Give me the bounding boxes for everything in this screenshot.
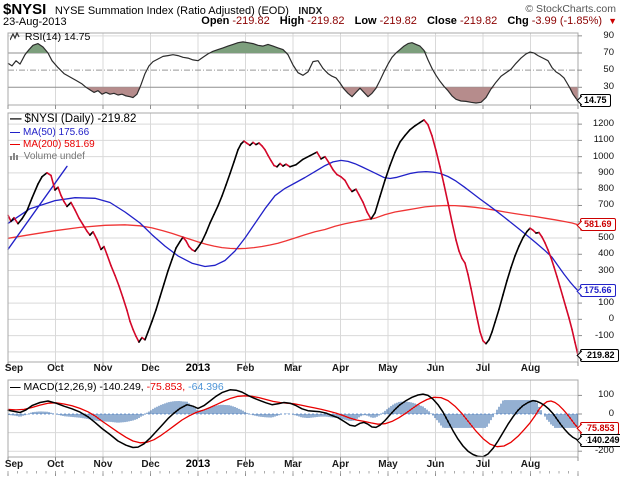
month-label: Mar <box>284 363 302 374</box>
price-legend-label: $NYSI (Daily) -219.82 <box>24 113 137 125</box>
macd-swatch: — <box>10 381 21 393</box>
month-label: Feb <box>236 459 255 470</box>
chart-title: NYSE Summation Index (Ratio Adjusted) (E… <box>54 5 289 17</box>
exchange-label: INDX <box>298 6 323 17</box>
ma200-legend: — MA(200) 581.69 <box>10 139 95 150</box>
month-label: Dec <box>141 459 160 470</box>
main-axis-label: 400 <box>598 248 614 260</box>
main-axis-label: 300 <box>598 264 614 276</box>
open-value: -219.82 <box>232 15 270 27</box>
main-axis-label: 1200 <box>592 118 614 130</box>
month-label: Oct <box>47 459 64 470</box>
month-label: Apr <box>331 363 350 374</box>
ma50-badge: 175.66 <box>580 284 616 298</box>
main-axis-label: 1100 <box>593 134 614 146</box>
rsi-legend: RSI(14) 14.75 <box>9 31 91 44</box>
volume-legend: Volume undef <box>10 151 85 163</box>
rsi-axis-label: 90 <box>603 29 614 41</box>
macd-signal-value: -75.853, <box>146 381 186 393</box>
close-badge: -219.82 <box>580 348 619 362</box>
low-value: -219.82 <box>379 15 417 27</box>
month-label: Aug <box>520 363 541 374</box>
ma200-badge: 581.69 <box>580 218 616 232</box>
symbol: $NYSI <box>3 1 47 18</box>
main-axis-label: 1000 <box>592 150 614 162</box>
high-value: -219.82 <box>307 15 345 27</box>
month-label: Oct <box>47 363 64 374</box>
close-label: Close <box>426 15 457 27</box>
month-label: May <box>378 363 398 374</box>
ma200-swatch: — <box>10 139 20 150</box>
price-swatch: — <box>10 113 22 125</box>
month-label: May <box>378 459 398 470</box>
month-label: 2013 <box>185 362 211 374</box>
month-label: Sep <box>4 459 24 470</box>
copyright: © StockCharts.com <box>525 3 616 15</box>
rsi-legend-label: RSI(14) 14.75 <box>24 31 91 43</box>
quote-bar: Open -219.82 High -219.82 Low -219.82 Close… <box>194 15 617 27</box>
macd-histogram-value: -64.396 <box>188 381 224 393</box>
open-label: Open <box>201 15 230 27</box>
main-axis-label: 100 <box>598 297 614 309</box>
month-label: 2013 <box>185 458 211 470</box>
rsi-axis-label: 50 <box>603 64 614 76</box>
month-label: Dec <box>141 363 160 374</box>
main-axis-label: 700 <box>598 199 614 211</box>
month-label: Nov <box>93 363 113 374</box>
macd-axis-label: 100 <box>598 389 614 401</box>
ma50-legend: — MA(50) 175.66 <box>10 127 89 138</box>
main-axis-label: 800 <box>598 183 614 195</box>
main-axis-label: 900 <box>598 166 614 178</box>
chart-header: $NYSI NYSE Summation Index (Ratio Adjust… <box>3 1 322 19</box>
price-legend: — $NYSI (Daily) -219.82 <box>10 113 136 125</box>
main-axis-label: 0 <box>608 313 614 325</box>
month-label: Mar <box>284 459 302 470</box>
rsi-badge: 14.75 <box>580 93 611 107</box>
high-label: High <box>279 15 305 27</box>
ma50-legend-label: MA(50) 175.66 <box>23 127 90 138</box>
macd-axis-label: -200 <box>594 445 614 457</box>
month-label: Sep <box>4 363 24 374</box>
macd-legend: — MACD(12,26,9) -140.249, -75.853, -64.39… <box>10 381 224 393</box>
month-label: Nov <box>93 459 113 470</box>
rsi-axis-label: 30 <box>603 81 614 93</box>
month-label: Jun <box>426 459 445 470</box>
month-label: Jul <box>475 363 491 374</box>
month-label: Aug <box>520 459 541 470</box>
chg-label: Chg <box>507 15 529 27</box>
month-label: Apr <box>331 459 350 470</box>
ma200-legend-label: MA(200) 581.69 <box>23 139 95 150</box>
volume-bars-icon <box>10 152 19 163</box>
month-label: Jul <box>475 459 491 470</box>
macd-legend-label: MACD(12,26,9) -140.249, <box>23 381 144 393</box>
rsi-axis-label: 70 <box>603 47 614 58</box>
chart-date: 23-Aug-2013 <box>3 16 67 28</box>
chg-value: -3.99 (-1.85%) <box>531 15 603 27</box>
down-arrow-icon: ▼ <box>608 16 617 26</box>
main-axis-label: 500 <box>598 232 614 243</box>
low-label: Low <box>354 15 377 27</box>
month-label: Feb <box>236 363 255 374</box>
main-axis-label: -100 <box>594 329 614 341</box>
volume-legend-label: Volume undef <box>23 151 85 162</box>
macd-line-badge: -140.249 <box>580 433 620 447</box>
macd-axis-label: 0 <box>608 408 614 419</box>
indicator-zigzag-icon <box>9 31 20 44</box>
month-label: Jun <box>426 363 445 374</box>
ma50-swatch: — <box>10 127 20 138</box>
macd-signal-badge: -75.853 <box>580 421 619 435</box>
close-value: -219.82 <box>459 15 498 27</box>
